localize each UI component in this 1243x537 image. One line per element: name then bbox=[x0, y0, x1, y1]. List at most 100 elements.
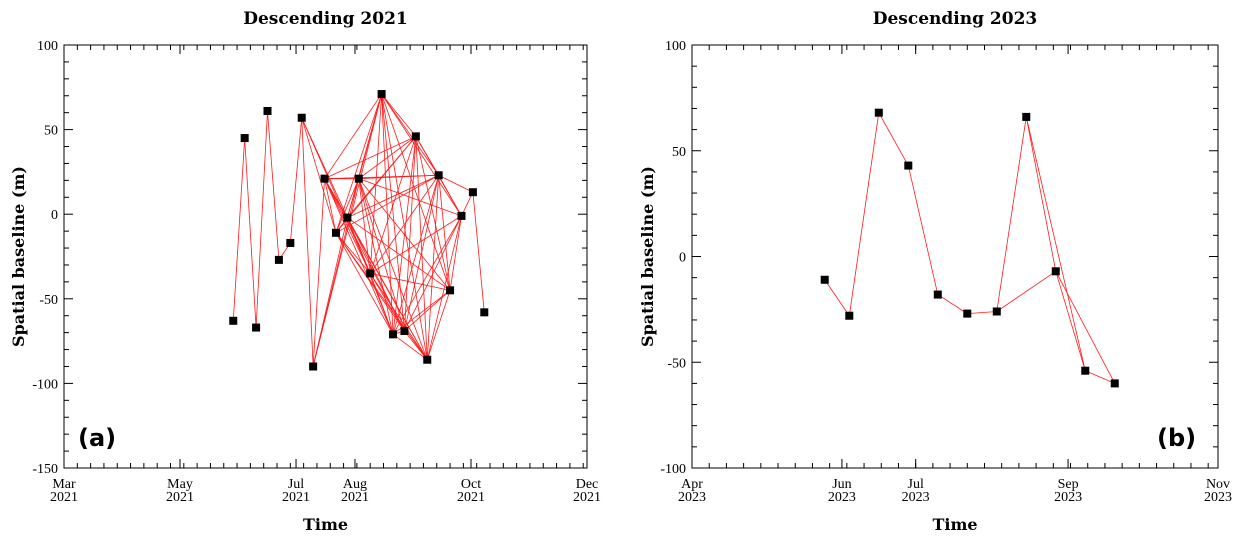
interferogram-pair-line bbox=[438, 175, 462, 217]
interferogram-pair-line bbox=[1055, 271, 1116, 384]
panel-label: (a) bbox=[78, 424, 116, 452]
y-tick-label: -50 bbox=[667, 356, 686, 371]
acquisition-point bbox=[963, 309, 972, 318]
interferogram-pair-line bbox=[244, 138, 257, 328]
interferogram-pair-line bbox=[370, 273, 451, 291]
interferogram-pair-line bbox=[369, 136, 417, 274]
interferogram-pair-line bbox=[848, 112, 880, 316]
y-tick-label: 0 bbox=[679, 251, 686, 266]
interferogram-pair-line bbox=[381, 94, 428, 360]
interferogram-pair-line bbox=[347, 136, 417, 218]
acquisition-point bbox=[286, 238, 295, 247]
interferogram-pair-line bbox=[1025, 116, 1057, 272]
y-tick-label: -50 bbox=[39, 293, 58, 308]
acquisition-point bbox=[904, 161, 913, 170]
interferogram-pair-line bbox=[438, 175, 451, 291]
acquisition-point bbox=[411, 132, 420, 141]
acquisition-point bbox=[320, 174, 329, 183]
x-tick-year: 2023 bbox=[678, 490, 706, 505]
panel-label: (b) bbox=[1157, 424, 1196, 452]
acquisition-point bbox=[297, 113, 306, 122]
interferogram-pair-line bbox=[415, 136, 428, 360]
x-tick-year: 2021 bbox=[282, 490, 310, 505]
interferogram-pair-line bbox=[369, 273, 394, 335]
interferogram-pair-line bbox=[358, 178, 428, 360]
interferogram-pair-line bbox=[301, 117, 314, 367]
interferogram-pair-line bbox=[1055, 271, 1086, 371]
interferogram-pair-line bbox=[358, 174, 439, 180]
x-tick-year: 2023 bbox=[828, 490, 856, 505]
acquisition-point bbox=[1110, 379, 1119, 388]
acquisition-point bbox=[263, 106, 272, 115]
interferogram-pair-line bbox=[404, 136, 417, 331]
y-axis-label: Spatial baseline (m) bbox=[9, 166, 28, 347]
interferogram-pair-line bbox=[996, 270, 1057, 312]
chart-panel-a: Descending 2021-150-100-50050100Mar2021M… bbox=[9, 9, 601, 534]
y-tick-label: 100 bbox=[665, 39, 686, 54]
acquisition-point bbox=[933, 290, 942, 299]
interferogram-pair-line bbox=[301, 117, 337, 233]
interferogram-pair-line bbox=[347, 217, 451, 291]
acquisition-point bbox=[423, 355, 432, 364]
acquisition-point bbox=[377, 90, 386, 99]
x-tick-month: Oct bbox=[461, 477, 481, 492]
interferogram-pair-line bbox=[426, 215, 462, 360]
interferogram-pair-line bbox=[426, 175, 440, 360]
interferogram-pair-line bbox=[878, 112, 909, 166]
acquisition-point bbox=[1051, 267, 1060, 276]
x-tick-year: 2023 bbox=[1204, 490, 1232, 505]
interferogram-pair-line bbox=[335, 232, 371, 274]
x-tick-year: 2023 bbox=[902, 490, 930, 505]
interferogram-pair-line bbox=[438, 174, 474, 193]
acquisition-point bbox=[343, 213, 352, 222]
interferogram-pair-line bbox=[937, 294, 968, 314]
interferogram-pair-line bbox=[381, 93, 451, 291]
acquisition-point bbox=[457, 211, 466, 220]
plot-frame bbox=[63, 44, 588, 469]
x-tick-month: Dec bbox=[576, 477, 599, 492]
acquisition-point bbox=[389, 330, 398, 339]
x-tick-year: 2023 bbox=[1054, 490, 1082, 505]
interferogram-pair-line bbox=[824, 279, 850, 316]
interferogram-pair-line bbox=[472, 192, 485, 313]
interferogram-pair-line bbox=[312, 178, 325, 367]
interferogram-pair-line bbox=[324, 93, 382, 179]
interferogram-pair-line bbox=[335, 178, 360, 233]
interferogram-pair-line bbox=[324, 178, 394, 335]
acquisition-point bbox=[252, 323, 261, 332]
acquisition-point bbox=[229, 316, 238, 325]
interferogram-pair-line bbox=[369, 175, 439, 274]
interferogram-pair-line bbox=[358, 178, 371, 274]
chart-title: Descending 2023 bbox=[873, 9, 1037, 29]
y-tick-label: -100 bbox=[660, 462, 686, 477]
acquisition-point bbox=[1022, 112, 1031, 121]
acquisition-point bbox=[1081, 366, 1090, 375]
acquisition-point bbox=[309, 362, 318, 371]
interferogram-pair-line bbox=[449, 215, 462, 291]
x-tick-year: 2021 bbox=[166, 490, 194, 505]
interferogram-pair-line bbox=[369, 273, 428, 360]
y-tick-label: -100 bbox=[32, 377, 58, 392]
interferogram-pair-line bbox=[267, 110, 280, 260]
interferogram-pair-line bbox=[996, 116, 1027, 312]
chart-title: Descending 2021 bbox=[243, 9, 407, 29]
interferogram-pair-line bbox=[392, 215, 462, 335]
interferogram-pair-line bbox=[369, 273, 405, 332]
x-tick-month: Jun bbox=[832, 477, 851, 492]
x-axis-label: Time bbox=[303, 515, 348, 534]
x-tick-year: 2021 bbox=[457, 490, 485, 505]
x-tick-month: Aug bbox=[343, 477, 367, 492]
acquisition-point bbox=[400, 326, 409, 335]
interferogram-pair-line bbox=[907, 165, 939, 295]
x-tick-month: May bbox=[167, 477, 193, 492]
interferogram-pair-line bbox=[967, 311, 997, 315]
x-tick-month: Nov bbox=[1206, 477, 1230, 492]
acquisition-point bbox=[480, 308, 489, 317]
interferogram-pair-line bbox=[358, 93, 382, 179]
acquisition-point bbox=[366, 269, 375, 278]
interferogram-pair-line bbox=[404, 330, 428, 360]
interferogram-pair-line bbox=[335, 174, 439, 234]
acquisition-point bbox=[446, 286, 455, 295]
interferogram-pair-line bbox=[392, 175, 440, 335]
x-tick-year: 2021 bbox=[341, 490, 369, 505]
